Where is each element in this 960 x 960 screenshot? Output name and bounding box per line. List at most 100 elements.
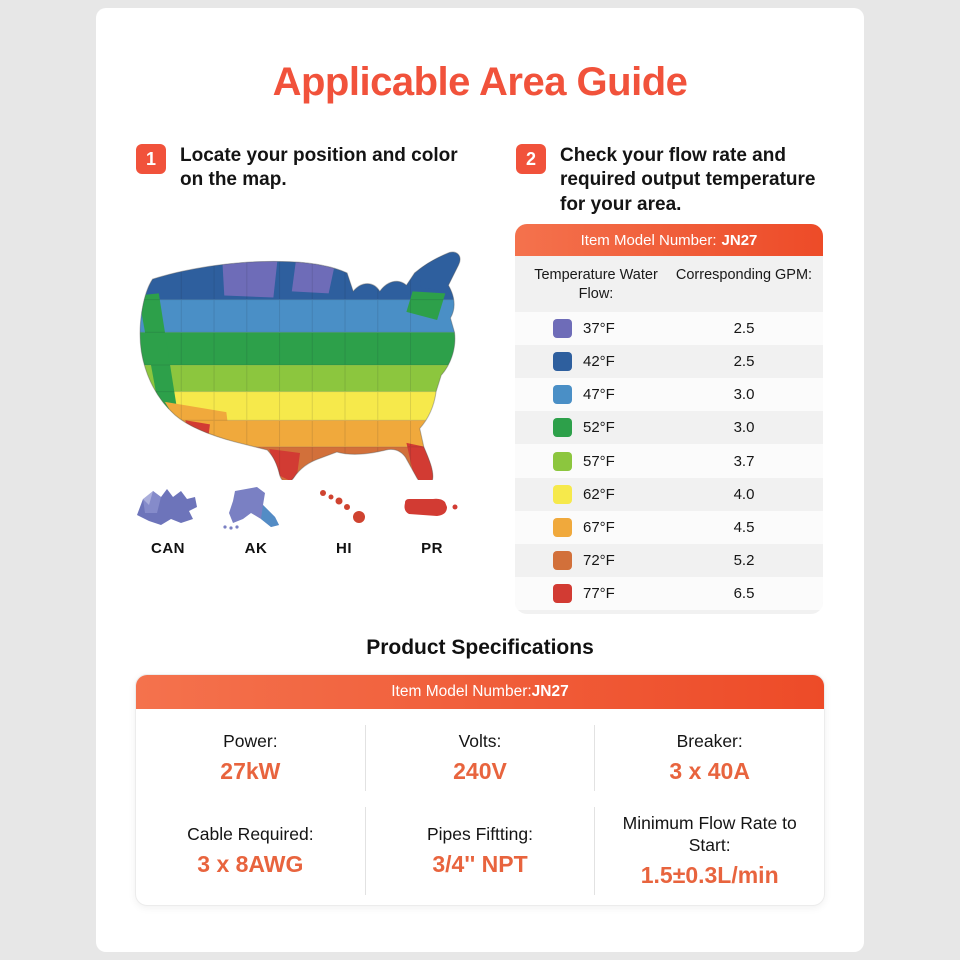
mini-maps-row: CAN AK HI <box>130 482 470 557</box>
hawaii-island <box>320 490 326 496</box>
step-2-badge: 2 <box>516 144 546 174</box>
column-header-temperature: Temperature Water Flow: <box>534 267 658 302</box>
spec-label: Minimum Flow Rate to Start: <box>622 812 797 855</box>
flow-table-header: Item Model Number: JN27 <box>515 224 823 256</box>
column-header-gpm: Corresponding GPM: <box>675 267 813 283</box>
spec-cell-min-flow: Minimum Flow Rate to Start: 1.5±0.3L/min <box>594 806 824 895</box>
spec-value: 27kW <box>220 757 281 784</box>
spec-value: 1.5±0.3L/min <box>640 861 779 888</box>
puerto-rico-shape <box>404 498 447 516</box>
flow-table-rows: 37°F 2.5 42°F 2.5 47°F 3.0 52°F 3.0 57°F… <box>515 311 823 611</box>
flow-row: 77°F 6.5 <box>515 577 823 611</box>
temp-color-swatch <box>553 318 572 338</box>
temp-label: 42°F <box>583 352 615 370</box>
step-1-badge: 1 <box>136 144 166 174</box>
mini-map-can: CAN <box>130 482 206 557</box>
spec-value: 3/4'' NPT <box>432 850 528 877</box>
flow-row: 72°F 5.2 <box>515 544 823 577</box>
temp-label: 67°F <box>583 518 615 536</box>
mini-map-label-pr: PR <box>421 540 443 557</box>
gpm-value: 2.5 <box>733 352 755 370</box>
usa-map-svg <box>139 251 461 487</box>
flow-row: 47°F 3.0 <box>515 378 823 412</box>
spec-cell-breaker: Breaker: 3 x 40A <box>594 725 824 791</box>
temp-label: 77°F <box>583 585 615 603</box>
aleutian-island <box>229 526 233 530</box>
temp-color-swatch <box>553 484 572 504</box>
gpm-value: 3.0 <box>733 386 755 404</box>
spec-cell-pipes: Pipes Fiftting: 3/4'' NPT <box>364 806 595 895</box>
spec-row-2: Cable Required: 3 x 8AWG Pipes Fiftting:… <box>136 799 824 903</box>
spec-cell-cable: Cable Required: 3 x 8AWG <box>136 807 365 895</box>
spec-card: Item Model Number: JN27 Power: 27kW Volt… <box>135 674 825 906</box>
spec-label: Power: <box>223 731 278 751</box>
spec-label: Cable Required: <box>187 823 314 844</box>
spec-value: 3 x 8AWG <box>197 850 304 877</box>
flow-row: 37°F 2.5 <box>515 311 823 345</box>
flow-row: 62°F 4.0 <box>515 478 823 511</box>
temp-label: 72°F <box>583 552 615 570</box>
spec-value: 240V <box>453 757 507 784</box>
step-2: 2 Check your flow rate and required outp… <box>516 144 846 217</box>
spec-label: Breaker: <box>676 731 743 751</box>
mini-map-label-hi: HI <box>336 540 352 557</box>
spec-header-label: Item Model Number: <box>391 683 532 700</box>
mini-map-ak: AK <box>218 482 294 557</box>
spec-value: 3 x 40A <box>669 757 750 784</box>
flow-rate-table: Item Model Number: JN27 Temperature Wate… <box>515 224 823 614</box>
spec-card-header: Item Model Number: JN27 <box>136 675 824 709</box>
infographic-card: Applicable Area Guide 1 Locate your posi… <box>96 8 864 952</box>
gpm-value: 2.5 <box>733 319 755 337</box>
canada-map-icon <box>137 489 197 525</box>
temp-color-swatch <box>553 451 572 471</box>
mini-map-pr: PR <box>394 482 470 557</box>
canada-shape-highlight <box>143 491 161 513</box>
spec-header-model: JN27 <box>531 683 569 700</box>
flow-row: 52°F 3.0 <box>515 411 823 444</box>
temp-label: 52°F <box>583 419 615 437</box>
temp-color-swatch <box>553 551 572 571</box>
flow-table-column-headers: Temperature Water Flow: Corresponding GP… <box>515 256 823 312</box>
map-zone-37f <box>222 258 278 298</box>
hawaii-map-icon <box>320 490 365 523</box>
temp-label: 62°F <box>583 485 615 503</box>
temp-color-swatch <box>553 385 572 405</box>
flow-row: 67°F 4.5 <box>515 510 823 544</box>
flow-header-model: JN27 <box>721 231 758 249</box>
mini-map-hi: HI <box>306 482 382 557</box>
mini-map-label-can: CAN <box>151 540 185 557</box>
map-zone-texas-red <box>269 448 300 484</box>
hawaii-island <box>344 504 350 510</box>
temp-color-swatch <box>553 418 572 438</box>
flow-row: 42°F 2.5 <box>515 345 823 378</box>
puerto-rico-map-icon <box>404 498 458 516</box>
usa-outline <box>139 251 461 487</box>
map-zone-37f <box>291 260 335 294</box>
spec-row-1: Power: 27kW Volts: 240V Breaker: 3 x 40A <box>136 717 824 799</box>
temp-color-swatch <box>553 517 572 537</box>
spec-label: Volts: <box>458 731 502 751</box>
temp-color-swatch <box>553 351 572 371</box>
flow-row: 57°F 3.7 <box>515 444 823 478</box>
aleutian-island <box>223 525 227 529</box>
map-zone-57f <box>140 365 461 392</box>
map-zone-52f <box>140 332 461 366</box>
alaska-panhandle <box>261 505 279 527</box>
spec-cell-volts: Volts: 240V <box>364 725 595 791</box>
page-title: Applicable Area Guide <box>272 60 688 104</box>
map-zone-northeast-blue <box>418 252 460 292</box>
hawaii-big-island <box>353 511 365 523</box>
map-zone-westcoast-green <box>140 293 178 411</box>
temp-color-swatch <box>553 584 572 604</box>
mini-map-label-ak: AK <box>244 540 268 557</box>
gpm-value: 4.0 <box>733 485 755 503</box>
gpm-value: 4.5 <box>733 518 755 536</box>
temp-label: 47°F <box>583 386 615 404</box>
spec-label: Pipes Fiftting: <box>426 823 534 844</box>
aleutian-island <box>235 525 239 529</box>
step-1: 1 Locate your position and color on the … <box>136 144 466 193</box>
gpm-value: 3.0 <box>733 419 755 437</box>
hawaii-island <box>328 494 334 500</box>
map-zone-47f <box>140 299 461 333</box>
hawaii-island <box>335 497 343 505</box>
